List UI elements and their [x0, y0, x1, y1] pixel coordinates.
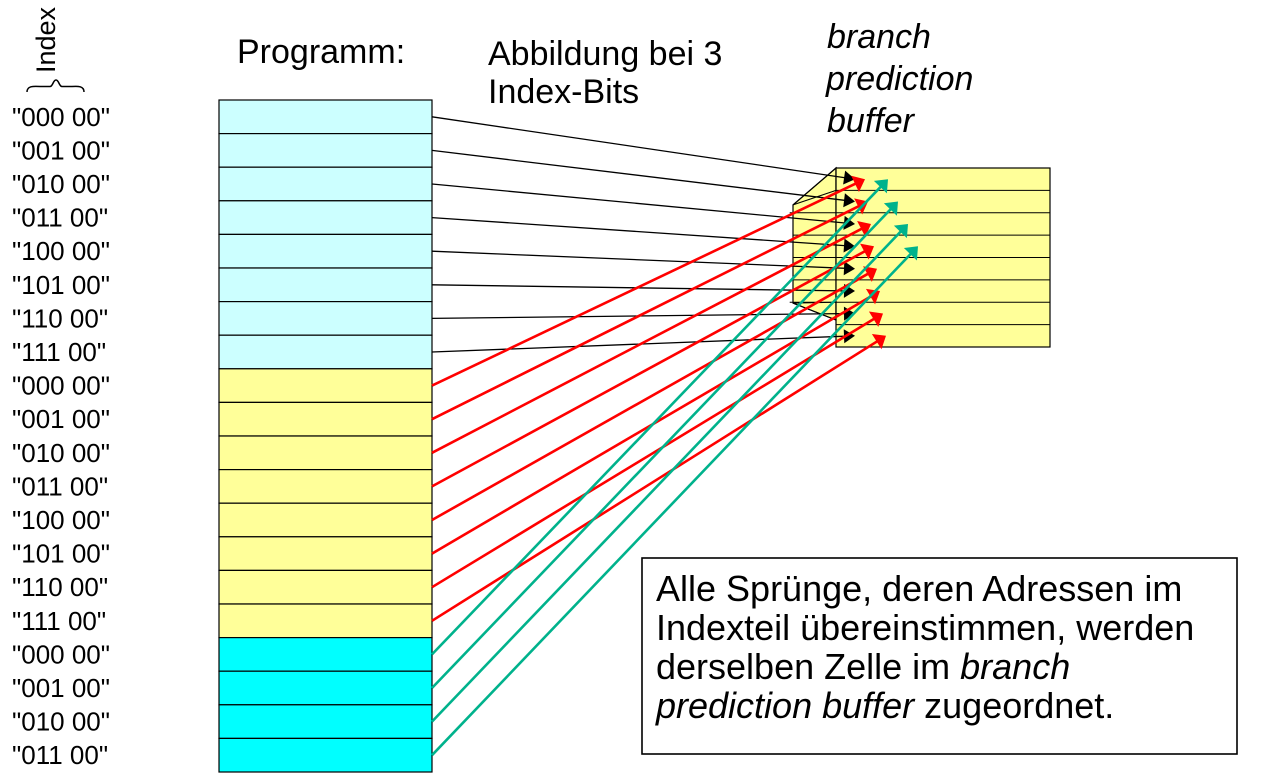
svg-text:"000 00": "000 00"	[12, 639, 110, 669]
svg-text:Indexteil übereinstimmen, werd: Indexteil übereinstimmen, werden	[656, 607, 1194, 648]
svg-text:"000 00": "000 00"	[12, 371, 110, 401]
svg-text:"110 00": "110 00"	[12, 572, 108, 602]
svg-text:derselben Zelle im branch: derselben Zelle im branch	[656, 646, 1070, 687]
svg-text:"101 00": "101 00"	[12, 539, 110, 569]
svg-text:Index-Bits: Index-Bits	[488, 73, 639, 111]
svg-text:"001 00": "001 00"	[12, 673, 110, 703]
svg-text:prediction buffer zugeordnet.: prediction buffer zugeordnet.	[655, 685, 1114, 726]
svg-text:"100 00": "100 00"	[12, 236, 110, 266]
svg-text:"111 00": "111 00"	[12, 337, 106, 367]
svg-text:Programm:: Programm:	[237, 33, 405, 71]
svg-text:"110 00": "110 00"	[12, 303, 108, 333]
svg-text:Index: Index	[31, 6, 61, 73]
svg-text:Alle Sprünge, deren Adressen i: Alle Sprünge, deren Adressen im	[656, 568, 1182, 609]
svg-text:Abbildung bei 3: Abbildung bei 3	[488, 35, 722, 73]
svg-text:"000 00": "000 00"	[12, 102, 110, 132]
svg-text:"010 00": "010 00"	[12, 169, 110, 199]
svg-text:"011 00": "011 00"	[12, 471, 108, 501]
svg-text:"010 00": "010 00"	[12, 707, 110, 737]
svg-text:"011 00": "011 00"	[12, 740, 108, 770]
svg-text:"111 00": "111 00"	[12, 606, 106, 636]
svg-text:"011 00": "011 00"	[12, 203, 108, 233]
svg-text:"010 00": "010 00"	[12, 438, 110, 468]
svg-text:"001 00": "001 00"	[12, 404, 110, 434]
svg-text:"101 00": "101 00"	[12, 270, 110, 300]
svg-text:"100 00": "100 00"	[12, 505, 110, 535]
svg-text:prediction: prediction	[825, 60, 973, 98]
svg-text:buffer: buffer	[827, 102, 916, 140]
svg-text:branch: branch	[827, 18, 931, 56]
svg-text:"001 00": "001 00"	[12, 135, 110, 165]
